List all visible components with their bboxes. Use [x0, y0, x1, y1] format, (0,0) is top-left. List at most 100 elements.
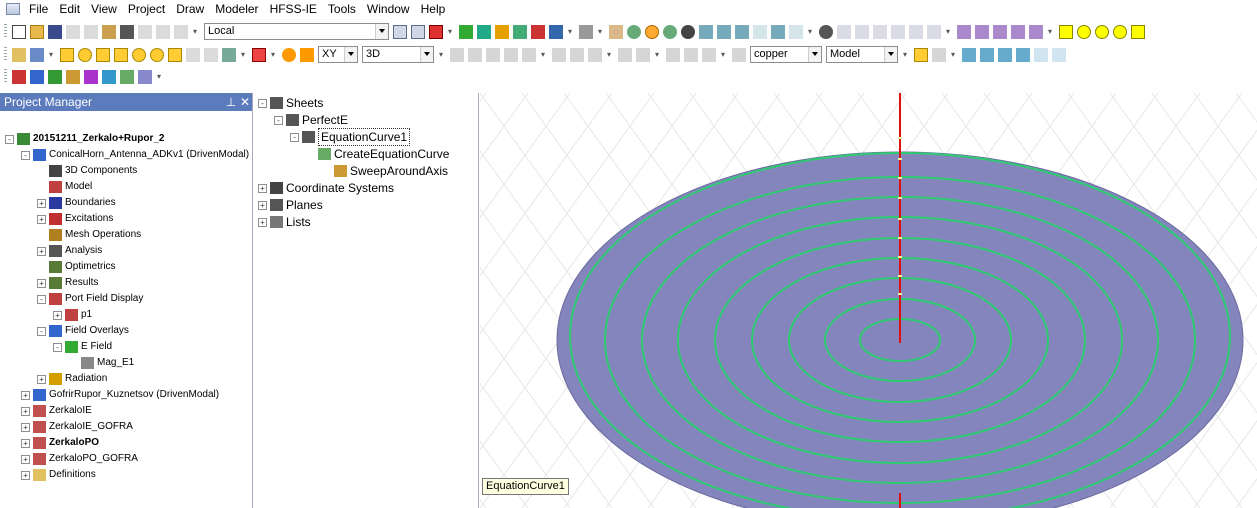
expand-icon[interactable]: +	[37, 246, 46, 256]
tree-item-boundaries[interactable]: + Boundaries	[37, 195, 116, 211]
zoom-in-icon[interactable]	[735, 24, 749, 39]
fit-all-icon[interactable]	[699, 24, 713, 39]
tree-item-design-gofrir[interactable]: + GofrirRupor_Kuznetsov (DrivenModal)	[21, 387, 219, 403]
sweep-axis-icon[interactable]	[666, 47, 680, 62]
tree-item-excitations[interactable]: + Excitations	[37, 211, 113, 227]
save-icon[interactable]	[48, 24, 62, 39]
expand-icon[interactable]: +	[258, 183, 267, 193]
expand-icon[interactable]: +	[37, 198, 46, 208]
collapse-icon[interactable]: -	[5, 134, 14, 144]
port-icon[interactable]	[102, 69, 116, 84]
radiation-icon[interactable]	[120, 69, 134, 84]
menu-tools[interactable]: Tools	[327, 2, 356, 16]
menu-project[interactable]: Project	[127, 2, 166, 16]
toolbar-overflow-icon[interactable]: ▾	[1048, 27, 1053, 36]
toolbar-grip[interactable]	[4, 69, 7, 84]
collapse-icon[interactable]: -	[258, 98, 267, 108]
spline-icon[interactable]	[975, 24, 989, 39]
sweep-icon[interactable]	[84, 69, 98, 84]
stack-icon[interactable]	[932, 47, 946, 62]
helix-icon[interactable]	[168, 47, 182, 62]
paste-icon[interactable]	[102, 24, 116, 39]
tree-item-zerkalo-ie[interactable]: + ZerkaloIE	[21, 403, 92, 419]
toolbar-overflow-icon[interactable]: ▾	[946, 27, 951, 36]
tree-item-port-field-display[interactable]: - Port Field Display	[37, 291, 143, 307]
circle-icon[interactable]	[1077, 24, 1091, 39]
undo-icon[interactable]	[156, 24, 170, 39]
expand-icon[interactable]: +	[53, 310, 62, 320]
plane-select[interactable]: XY	[318, 46, 358, 63]
material-icon[interactable]	[732, 47, 746, 62]
history-item-perfecte[interactable]: - PerfectE	[274, 112, 348, 128]
expand-icon[interactable]: +	[21, 438, 30, 448]
sweep-vector-icon[interactable]	[684, 47, 698, 62]
tree-item-zerkalo-po-gofra[interactable]: + ZerkaloPO_GOFRA	[21, 451, 138, 467]
toolbar-overflow-icon[interactable]: ▾	[541, 50, 546, 59]
view-5-icon[interactable]	[909, 24, 923, 39]
boundary-icon[interactable]	[12, 69, 26, 84]
mode-select[interactable]: 3D	[362, 46, 434, 63]
layer-icon[interactable]	[914, 47, 928, 62]
material-select[interactable]: copper	[750, 46, 822, 63]
cut-icon[interactable]	[66, 24, 80, 39]
toolbar-overflow-icon[interactable]: ▾	[951, 50, 956, 59]
history-item-sweep-around-axis[interactable]: SweepAroundAxis	[322, 163, 448, 179]
chevron-down-icon[interactable]	[344, 47, 357, 62]
toolbar-overflow-icon[interactable]: ▾	[271, 50, 276, 59]
delete-icon[interactable]	[138, 24, 152, 39]
snap-grid-icon[interactable]	[962, 47, 976, 62]
menu-view[interactable]: View	[91, 2, 117, 16]
pin-icon[interactable]: ⊥	[225, 95, 237, 109]
history-item-equationcurve1[interactable]: - EquationCurve1	[290, 128, 411, 146]
toolbar-overflow-icon[interactable]: ▾	[157, 72, 162, 81]
history-item-sheets[interactable]: - Sheets	[258, 95, 323, 111]
sphere-icon[interactable]	[132, 47, 146, 62]
mesh-icon[interactable]	[48, 69, 62, 84]
tree-item-mag-e1[interactable]: Mag_E1	[69, 355, 134, 371]
boolean-imprint-icon[interactable]	[522, 47, 536, 62]
view-3-icon[interactable]	[873, 24, 887, 39]
toolbar-overflow-icon[interactable]: ▾	[193, 27, 198, 36]
boolean-unite-icon[interactable]	[450, 47, 464, 62]
cylinder-icon[interactable]	[78, 47, 92, 62]
plot-icon[interactable]	[549, 24, 563, 39]
arc-icon[interactable]	[993, 24, 1007, 39]
view-1-icon[interactable]	[837, 24, 851, 39]
toolbar-overflow-icon[interactable]: ▾	[448, 27, 453, 36]
move-icon[interactable]	[552, 47, 566, 62]
pan-icon[interactable]	[609, 24, 623, 39]
toolbar-grip[interactable]	[4, 47, 7, 62]
tree-item-field-overlays[interactable]: - Field Overlays	[37, 323, 129, 339]
validate-icon[interactable]	[459, 24, 473, 39]
expand-icon[interactable]: +	[258, 200, 267, 210]
expand-icon[interactable]: +	[258, 217, 267, 227]
line-icon[interactable]	[957, 24, 971, 39]
toolbar-overflow-icon[interactable]: ▾	[439, 50, 444, 59]
expand-icon[interactable]: +	[21, 422, 30, 432]
chevron-down-icon[interactable]	[375, 24, 388, 39]
snap-edge-icon[interactable]	[998, 47, 1012, 62]
history-item-planes[interactable]: + Planes	[258, 197, 323, 213]
boolean-subtract-icon[interactable]	[468, 47, 482, 62]
analyze-icon[interactable]	[477, 24, 491, 39]
snap-quadrant-icon[interactable]	[1052, 47, 1066, 62]
report-icon[interactable]	[531, 24, 545, 39]
tree-item-p1[interactable]: + p1	[53, 307, 92, 323]
expand-icon[interactable]: +	[37, 214, 46, 224]
rotate-icon[interactable]	[627, 24, 641, 39]
history-item-create-equation-curve[interactable]: CreateEquationCurve	[306, 146, 449, 162]
tree-item-zerkalo-po[interactable]: + ZerkaloPO	[21, 435, 99, 451]
duplicate-axis-icon[interactable]	[636, 47, 650, 62]
collapse-icon[interactable]: -	[37, 326, 46, 336]
results-icon[interactable]	[495, 24, 509, 39]
collapse-icon[interactable]: -	[290, 132, 299, 142]
copy-icon[interactable]	[84, 24, 98, 39]
tree-item-zerkalo-ie-gofra[interactable]: + ZerkaloIE_GOFRA	[21, 419, 133, 435]
analysis-icon[interactable]	[252, 47, 266, 62]
modeler-viewport[interactable]	[480, 93, 1257, 508]
viewport-canvas[interactable]	[480, 93, 1257, 508]
toolbar-overflow-icon[interactable]: ▾	[607, 50, 612, 59]
help-icon[interactable]	[12, 47, 26, 62]
face-cs-icon[interactable]	[411, 24, 425, 39]
rectangle-icon[interactable]	[1059, 24, 1073, 39]
